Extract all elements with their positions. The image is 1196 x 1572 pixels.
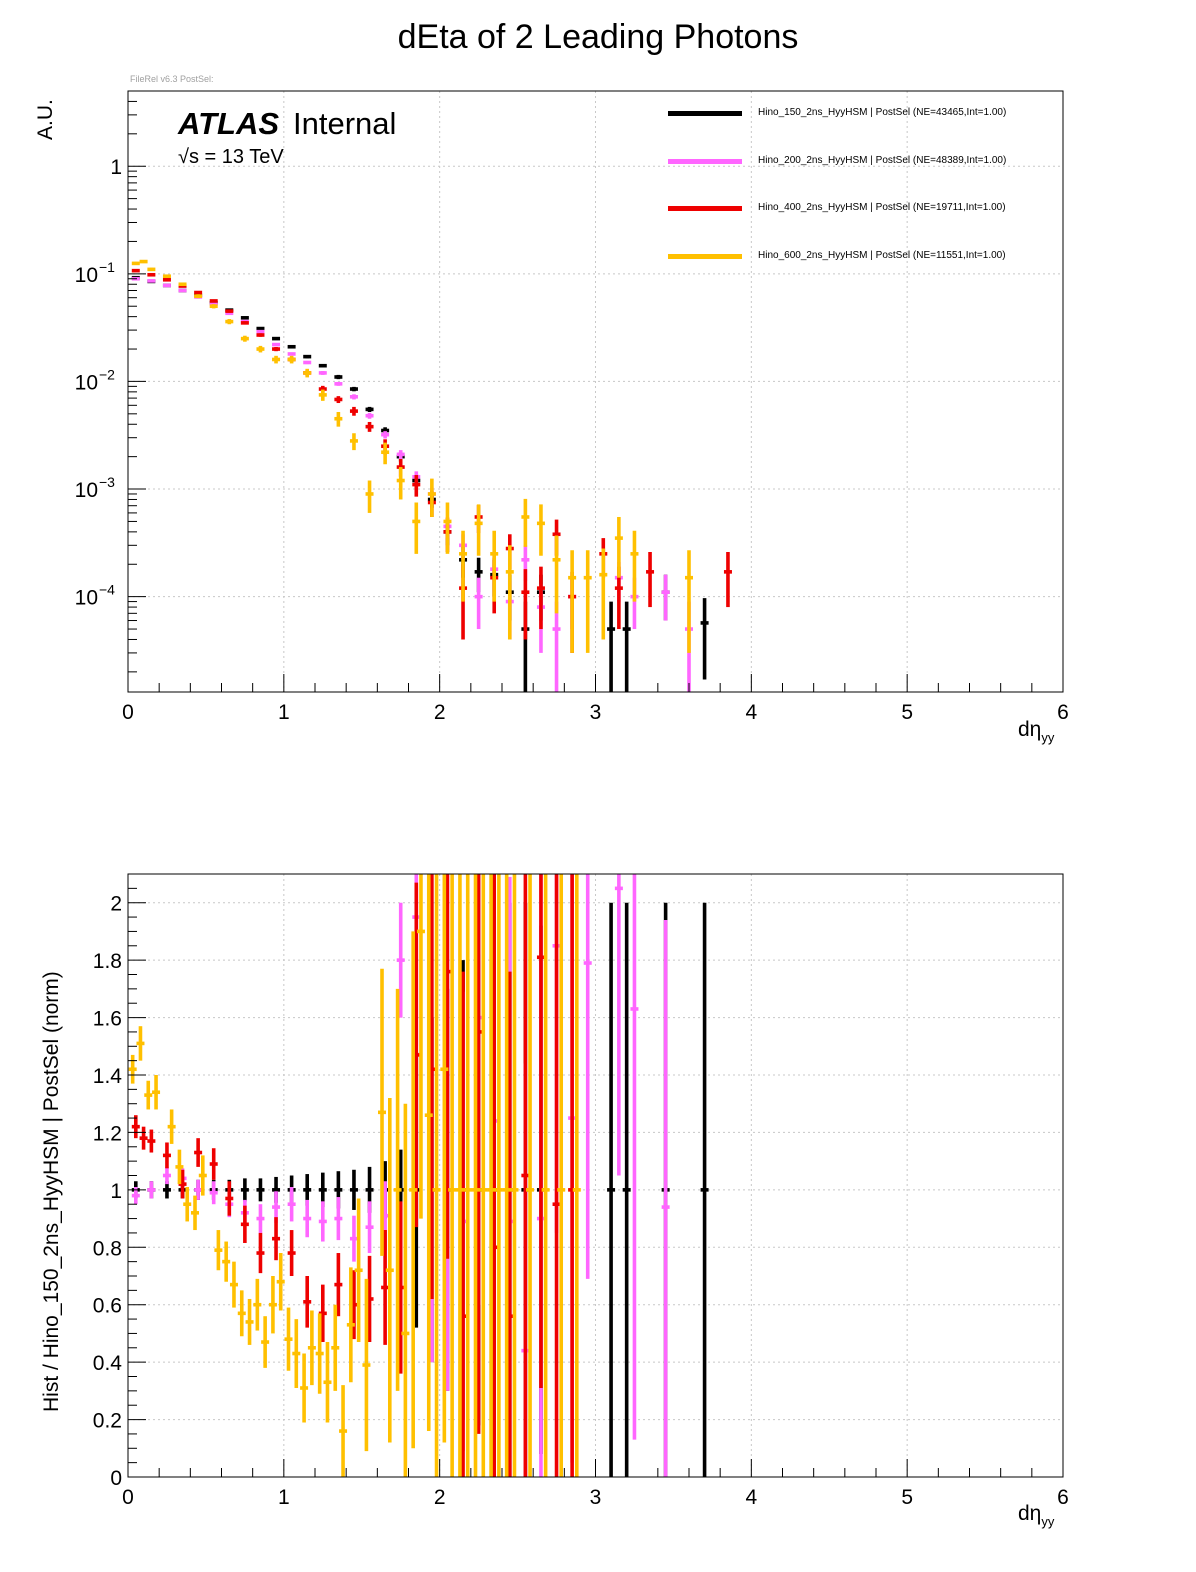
y-tick-label: 0.2: [93, 1410, 122, 1433]
bottom-x-axis-label-main: dη: [1018, 1502, 1042, 1525]
legend-swatch: [668, 206, 742, 211]
y-tick-label: 1.2: [93, 1122, 122, 1145]
top-x-axis-label-main: dη: [1018, 718, 1042, 741]
file-tag: FileRel v6.3 PostSel:: [130, 74, 214, 84]
y-tick-label: 10: [75, 479, 98, 502]
y-tick-label: 10: [75, 371, 98, 394]
x-tick-label: 1: [278, 701, 290, 724]
y-tick-exponent: −1: [99, 259, 115, 275]
y-tick-label: 10: [75, 264, 98, 287]
legend-swatch: [668, 253, 742, 259]
bottom-x-axis-label-sub: yy: [1041, 1514, 1055, 1529]
x-tick-label: 0: [122, 701, 134, 724]
y-tick-label: 10: [75, 587, 98, 610]
top-x-axis-label: dηyy: [1018, 718, 1054, 745]
y-tick-label: 0.6: [93, 1295, 122, 1318]
bottom-y-axis-label: Hist / Hino_150_2ns_HyyHSM | PostSel (no…: [40, 971, 63, 1412]
y-tick-label: 1.8: [93, 950, 122, 973]
x-tick-label: 2: [434, 1486, 446, 1509]
x-tick-label: 3: [590, 1486, 602, 1509]
x-tick-label: 4: [745, 1486, 757, 1509]
atlas-status: Internal: [293, 106, 397, 141]
top-x-axis-label-sub: yy: [1041, 730, 1055, 745]
bottom-plot-grid: [128, 874, 1063, 1477]
top-plot-grid: [128, 91, 1063, 692]
y-tick-exponent: −4: [99, 582, 115, 598]
x-tick-label: 4: [745, 701, 757, 724]
chart-title: dEta of 2 Leading Photons: [397, 18, 799, 56]
y-tick-label: 0: [110, 1467, 122, 1490]
x-tick-label: 6: [1057, 701, 1069, 724]
y-tick-label: 1.6: [93, 1008, 122, 1031]
bottom-x-axis-label: dηyy: [1018, 1502, 1054, 1529]
top-plot-data: [131, 259, 732, 692]
x-tick-label: 2: [434, 701, 446, 724]
legend-label: Hino_600_2ns_HyyHSM | PostSel (NE=11551,…: [758, 249, 1006, 261]
y-tick-label: 1: [110, 156, 122, 179]
legend-label: Hino_150_2ns_HyyHSM | PostSel (NE=43465,…: [758, 107, 1007, 118]
y-tick-label: 1.4: [93, 1065, 123, 1088]
legend-swatch: [668, 158, 742, 164]
atlas-logo-text: ATLAS: [178, 106, 280, 141]
x-tick-label: 0: [122, 1486, 134, 1509]
y-tick-exponent: −2: [99, 366, 115, 382]
bottom-plot-axes: 0 1 2 3 4 5 6 0 0.2 0.4 0.6 0.8 1 1.2 1.4 1.6 1.8 2: [93, 873, 1069, 1509]
y-tick-label: 1: [110, 1180, 122, 1203]
atlas-label: ATLAS Internal: [178, 106, 396, 142]
x-tick-label: 3: [590, 701, 602, 724]
y-tick-exponent: −3: [99, 474, 115, 490]
x-tick-label: 5: [901, 701, 913, 724]
x-tick-label: 5: [901, 1486, 913, 1509]
y-tick-label: 0.8: [93, 1237, 122, 1260]
energy-label: √s = 13 TeV: [178, 146, 284, 168]
x-tick-label: 1: [278, 1486, 290, 1509]
legend-label: Hino_400_2ns_HyyHSM | PostSel (NE=19711,…: [758, 202, 1006, 213]
top-y-axis-label: A.U.: [34, 99, 57, 140]
x-tick-label: 6: [1057, 1486, 1069, 1509]
legend-label: Hino_200_2ns_HyyHSM | PostSel (NE=48389,…: [758, 154, 1007, 166]
y-tick-label: 2: [110, 893, 122, 916]
legend-swatch: [668, 111, 742, 116]
bottom-plot-data: [128, 874, 709, 1477]
y-tick-label: 0.4: [93, 1352, 123, 1375]
